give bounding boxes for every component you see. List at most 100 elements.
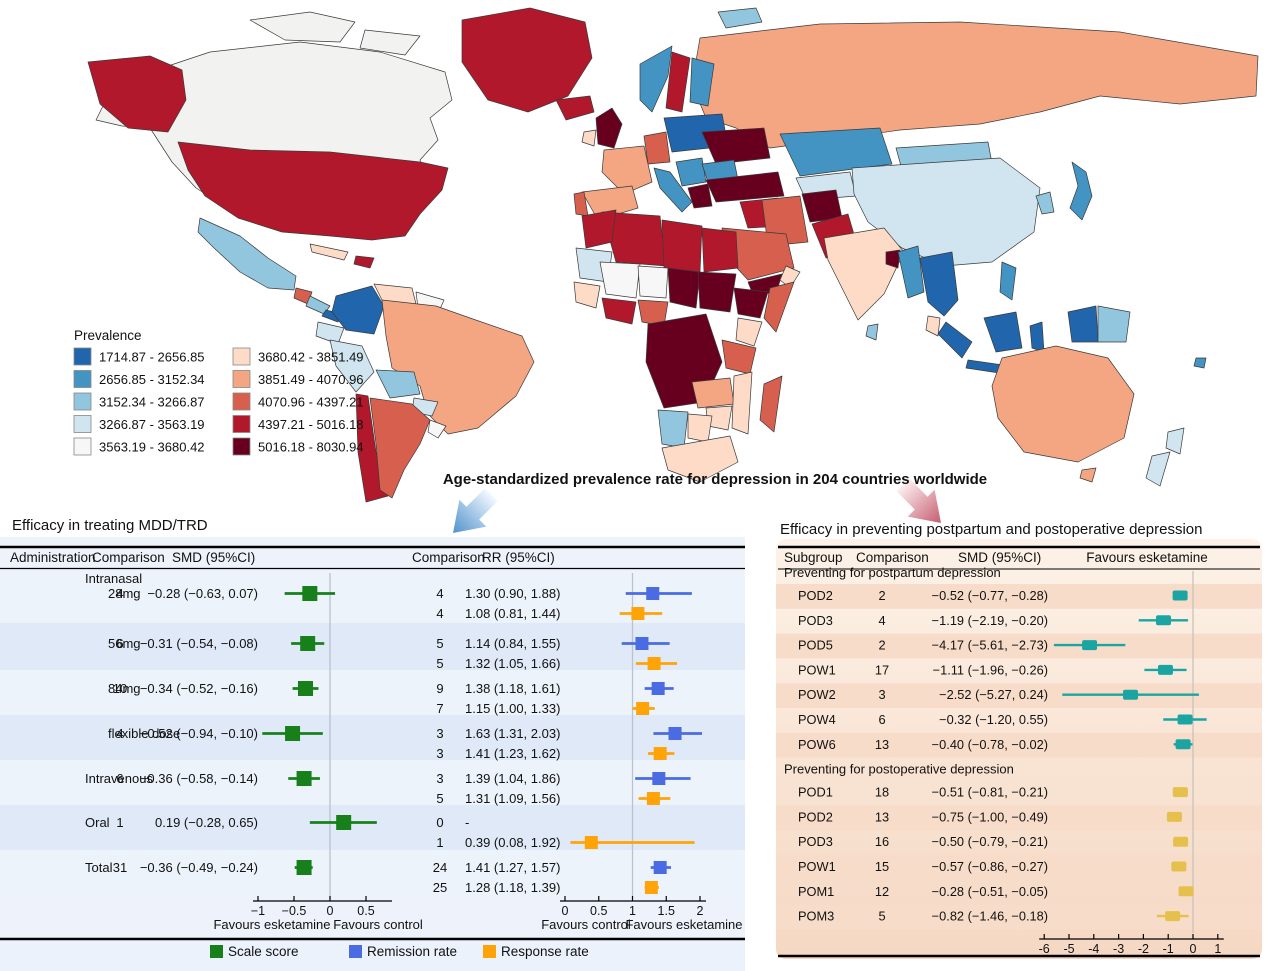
country-somalia [763,281,795,333]
smd-text: 0.19 (−0.28, 0.65) [155,815,258,830]
comparison-n: 9 [436,681,443,696]
series-legend-label: Scale score [228,944,299,959]
country-china [851,157,1041,267]
world-map: Prevalence 1714.87 - 2656.85 2656.85 - 315… [73,7,1259,533]
smd-marker [1178,886,1194,897]
rr-text: 1.31 (1.09, 1.56) [465,791,560,806]
smd-text: −0.28 (−0.51, −0.05) [932,884,1048,899]
row-band [0,623,745,670]
country-greece [687,183,713,209]
country-senegal-guinea [573,281,601,309]
subgroup-label: POW6 [798,737,836,752]
smd-text: −4.17 (−5.61, −2.73) [932,638,1048,653]
row-band [0,760,745,805]
right-panel-title: Efficacy in preventing postpartum and po… [780,521,1203,538]
country-australia [991,345,1135,463]
tick-label: -6 [1039,942,1050,956]
admin-label: Intravenous [85,771,153,786]
red-arrow-icon [896,478,941,523]
comparison-n: 3 [436,771,443,786]
smd-text: −0.31 (−0.54, −0.08) [140,636,258,651]
smd-marker [1175,739,1191,750]
col-header: SMD (95%CI) [172,550,255,565]
country-uk [595,107,623,149]
comparison-n: 18 [875,785,889,800]
legend-swatch [73,347,92,366]
country-botswana [687,413,713,443]
blue-arrow-icon [453,488,498,533]
tick-label: −0.5 [282,904,307,918]
rr-marker [646,587,660,600]
rr-text: 1.63 (1.31, 2.03) [465,726,560,741]
smd-text: −0.57 (−0.86, −0.27) [932,859,1048,874]
country-mali [599,261,641,299]
smd-text: −0.52 (−0.77, −0.28) [932,588,1048,603]
comparison-n: 4 [436,586,443,601]
country-alaska [87,55,187,133]
country-sweden [665,51,691,113]
smd-marker [1165,911,1181,922]
rr-marker [644,881,658,894]
map-legend: Prevalence 1714.87 - 2656.85 2656.85 - 315… [73,328,364,456]
country-germany [643,131,671,165]
rr-marker [647,657,661,670]
country-norway [639,45,673,113]
country-libya [661,219,703,273]
row-band [0,670,745,715]
country-namibia [657,409,689,449]
country-new-guinea-east [1097,305,1131,343]
comparison-n: 17 [875,662,889,677]
smd-marker [296,771,312,786]
country-indochina [919,251,959,317]
legend-swatch [73,437,92,456]
comparison-n: 0 [436,815,443,830]
admin-label: Total [85,860,113,875]
country-spain [581,185,639,221]
country-myanmar [897,245,925,299]
map-legend-title: Prevalence [74,328,142,343]
tick-label: 1 [1214,942,1221,956]
tick-label: −1 [251,904,265,918]
subgroup-label: POD5 [798,638,833,653]
col-header: Administration [10,550,96,565]
rr-marker [653,861,667,874]
comparison-n: 6 [116,636,123,651]
comparison-n: 2 [878,588,885,603]
section-header: Preventing for postpartum depression [784,565,1001,580]
comparison-n: 13 [875,737,889,752]
favours-label: Favours control [333,917,423,932]
rr-marker [668,727,682,740]
map-legend-label: 4397.21 - 5016.18 [258,417,364,432]
country-mexico [197,217,297,291]
comparison-n: 4 [116,586,123,601]
rr-marker [651,682,665,695]
smd-marker [1171,861,1187,872]
country-uruguay [427,419,447,439]
smd-marker [285,726,301,741]
country-sumatra [937,321,973,359]
country-bangladesh [885,249,901,269]
subgroup-label: POD2 [798,809,833,824]
country-italy [653,167,693,213]
country-greenland [461,7,593,113]
series-legend-label: Response rate [501,944,589,959]
country-balkans [675,157,707,187]
series-legend-swatch [483,945,496,958]
country-philippines [999,261,1017,301]
comparison-n: 5 [436,791,443,806]
legend-swatch [73,392,92,411]
col-header: Subgroup [784,550,843,565]
rr-marker [584,836,598,849]
tick-label: 0.5 [590,904,607,918]
tick-label: -3 [1113,942,1124,956]
series-legend-swatch [210,945,223,958]
tick-label: 0 [1190,942,1197,956]
country-colombia [331,285,385,335]
subgroup-label: POD3 [798,613,833,628]
admin-label: Oral [85,815,110,830]
country-sri-lanka [865,323,879,341]
blue-arrow-shape [453,488,498,533]
country-usa [177,141,449,241]
row-band [0,850,745,901]
smd-marker [296,860,312,875]
